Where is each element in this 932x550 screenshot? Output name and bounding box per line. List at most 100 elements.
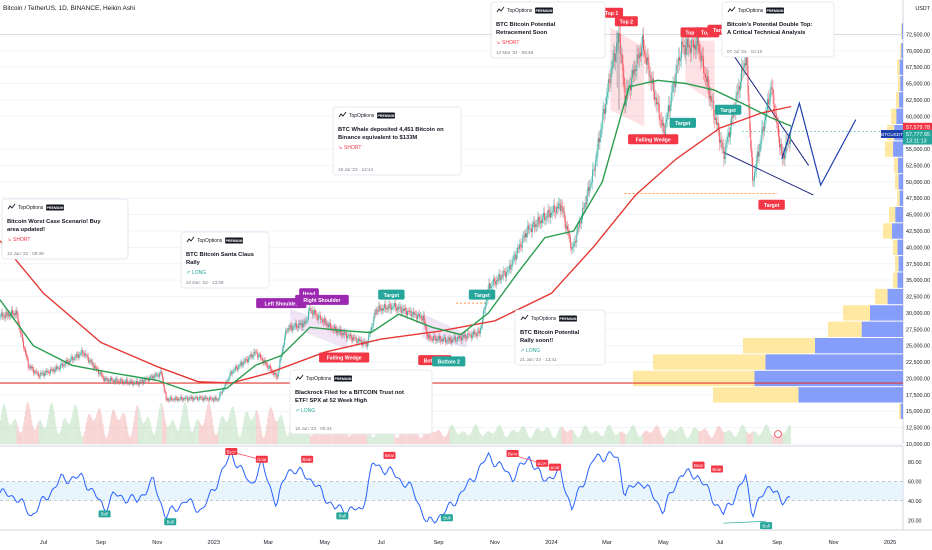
volume-bar bbox=[132, 428, 134, 444]
volume-bar bbox=[715, 430, 716, 444]
volume-bar bbox=[499, 425, 501, 444]
volume-profile-bar-up bbox=[901, 23, 902, 39]
volume-bar bbox=[654, 427, 655, 444]
volume-bar bbox=[518, 431, 519, 444]
volume-bar bbox=[785, 431, 787, 444]
volume-bar bbox=[559, 427, 561, 444]
volume-bar bbox=[446, 433, 448, 444]
volume-bar bbox=[381, 429, 382, 444]
volume-bar bbox=[622, 432, 624, 444]
volume-bar bbox=[215, 435, 217, 444]
volume-bar bbox=[49, 408, 50, 444]
volume-bar bbox=[212, 424, 214, 444]
price-tick-label: 30,000.00 bbox=[906, 311, 930, 317]
volume-bar bbox=[395, 436, 396, 444]
candle-body bbox=[349, 334, 351, 337]
candle-body bbox=[118, 381, 120, 383]
candle-body bbox=[271, 369, 272, 372]
volume-bar bbox=[380, 429, 381, 444]
candles bbox=[0, 24, 792, 404]
volume-bar bbox=[164, 418, 166, 444]
candle-body bbox=[630, 84, 631, 91]
candle-body bbox=[529, 228, 531, 230]
candle-body bbox=[46, 370, 48, 373]
time-tick-label: Sep bbox=[772, 540, 782, 546]
volume-bar bbox=[757, 434, 759, 444]
volume-bar bbox=[193, 429, 195, 444]
candle-body bbox=[490, 285, 492, 289]
candle-body bbox=[335, 328, 337, 334]
candle-body bbox=[319, 315, 321, 317]
volume-bar bbox=[194, 425, 195, 444]
candle-body bbox=[184, 398, 186, 400]
volume-bar bbox=[646, 430, 648, 444]
candle-body bbox=[363, 341, 365, 343]
volume-bar bbox=[671, 429, 673, 444]
candle-body bbox=[51, 369, 53, 371]
candle-body bbox=[597, 138, 599, 151]
volume-profile-bar-up bbox=[633, 370, 755, 387]
candle-body bbox=[252, 356, 254, 358]
volume-bar bbox=[335, 434, 337, 444]
volume-bar bbox=[301, 432, 303, 444]
candle-body bbox=[106, 378, 108, 381]
candle-body bbox=[239, 364, 241, 367]
volume-bar bbox=[246, 411, 247, 444]
volume-bar bbox=[627, 433, 628, 444]
candle-body bbox=[779, 136, 780, 148]
volume-bar bbox=[209, 403, 210, 444]
candle-body bbox=[154, 373, 156, 378]
candle-body bbox=[540, 220, 542, 224]
candle-body bbox=[346, 336, 348, 339]
volume-bar bbox=[460, 432, 462, 444]
volume-bar bbox=[344, 427, 345, 444]
volume-bar bbox=[557, 430, 559, 444]
volume-bar bbox=[282, 417, 283, 444]
volume-bar bbox=[207, 405, 208, 444]
volume-bar bbox=[70, 421, 72, 444]
candle-body bbox=[599, 138, 601, 143]
candle-body bbox=[697, 35, 699, 45]
volume-bar bbox=[76, 408, 78, 444]
time-tick-label: Mar bbox=[263, 540, 273, 546]
candle-body bbox=[60, 364, 62, 369]
volume-bar bbox=[547, 427, 549, 444]
ma-red-line bbox=[0, 105, 792, 384]
candle-body bbox=[172, 399, 173, 401]
candle-body bbox=[135, 382, 136, 384]
volume-bar bbox=[570, 429, 572, 444]
candle-body bbox=[743, 63, 745, 68]
candle-body bbox=[717, 122, 719, 130]
volume-bar bbox=[416, 431, 418, 444]
volume-bar bbox=[558, 428, 560, 444]
volume-bar bbox=[163, 413, 165, 444]
volume-bar bbox=[393, 432, 394, 444]
volume-bar bbox=[674, 431, 676, 444]
volume-bar bbox=[275, 421, 277, 444]
candle-body bbox=[315, 314, 317, 315]
candle-body bbox=[754, 170, 756, 173]
volume-bar bbox=[569, 429, 571, 444]
volume-bar bbox=[445, 435, 447, 444]
volume-bar bbox=[764, 426, 765, 444]
candle-body bbox=[199, 396, 201, 399]
volume-bar bbox=[579, 436, 580, 444]
volume-bar bbox=[169, 425, 171, 444]
candle-body bbox=[343, 332, 345, 335]
candle-body bbox=[48, 371, 50, 373]
volume-profile-bar-up bbox=[897, 59, 900, 75]
volume-bar bbox=[618, 433, 619, 444]
volume-bar bbox=[541, 431, 542, 444]
candle-body bbox=[208, 399, 210, 401]
volume-bar bbox=[166, 426, 168, 444]
price-tick-label: 27,500.00 bbox=[906, 327, 930, 333]
volume-bar bbox=[151, 430, 153, 444]
volume-bar bbox=[98, 408, 99, 444]
candle-body bbox=[704, 73, 705, 74]
volume-bar bbox=[236, 428, 238, 444]
candle-body bbox=[322, 322, 324, 323]
volume-bar bbox=[312, 434, 314, 444]
volume-bar bbox=[636, 431, 638, 444]
idea-title: BTC Whale deposited 4,451 Bitcoin on Bina… bbox=[338, 127, 444, 141]
candle-body bbox=[316, 314, 318, 317]
